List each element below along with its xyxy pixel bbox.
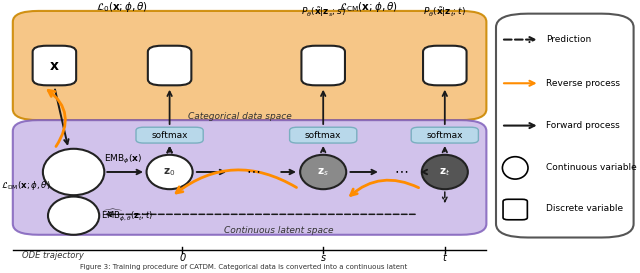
FancyBboxPatch shape bbox=[13, 120, 486, 235]
Text: $P_{\theta}(\tilde{\mathbf{x}}|\mathbf{z}_t;t)$: $P_{\theta}(\tilde{\mathbf{x}}|\mathbf{z… bbox=[423, 5, 467, 19]
Text: $\mathcal{L}_{\mathrm{CM}}(\mathbf{x};\phi,\theta)$: $\mathcal{L}_{\mathrm{CM}}(\mathbf{x};\p… bbox=[339, 0, 397, 14]
Text: Categorical data space: Categorical data space bbox=[188, 112, 292, 120]
Text: softmax: softmax bbox=[151, 131, 188, 140]
FancyBboxPatch shape bbox=[13, 11, 486, 120]
Text: $\mathbf{z}_s$: $\mathbf{z}_s$ bbox=[317, 166, 329, 178]
Text: Forward process: Forward process bbox=[546, 121, 620, 130]
Text: Prediction: Prediction bbox=[546, 35, 591, 44]
Text: softmax: softmax bbox=[305, 131, 342, 140]
FancyBboxPatch shape bbox=[503, 199, 527, 220]
Text: Reverse process: Reverse process bbox=[546, 79, 620, 88]
Text: $\mathcal{L}_0(\mathbf{x};\phi,\theta)$: $\mathcal{L}_0(\mathbf{x};\phi,\theta)$ bbox=[95, 0, 148, 14]
Ellipse shape bbox=[147, 155, 193, 189]
FancyBboxPatch shape bbox=[301, 46, 345, 85]
FancyBboxPatch shape bbox=[423, 46, 467, 85]
Text: $\widehat{\mathrm{EMB}}_{\phi,\theta}(\mathbf{z}_t;t)$: $\widehat{\mathrm{EMB}}_{\phi,\theta}(\m… bbox=[101, 208, 153, 224]
FancyBboxPatch shape bbox=[136, 127, 204, 143]
Text: EMB$_{\phi}(\mathbf{x})$: EMB$_{\phi}(\mathbf{x})$ bbox=[104, 153, 142, 166]
Ellipse shape bbox=[422, 155, 468, 189]
Text: $P_{\theta}(\tilde{\mathbf{x}}|\mathbf{z}_s;s)$: $P_{\theta}(\tilde{\mathbf{x}}|\mathbf{z… bbox=[301, 5, 346, 19]
Text: ODE trajectory: ODE trajectory bbox=[22, 251, 84, 260]
Text: $\cdots$: $\cdots$ bbox=[246, 163, 260, 177]
FancyBboxPatch shape bbox=[148, 46, 191, 85]
FancyBboxPatch shape bbox=[496, 14, 634, 238]
FancyBboxPatch shape bbox=[33, 46, 76, 85]
Text: $\mathbf{z}_0$: $\mathbf{z}_0$ bbox=[163, 166, 176, 178]
FancyBboxPatch shape bbox=[412, 127, 479, 143]
Text: $\mathbf{z}_t$: $\mathbf{z}_t$ bbox=[439, 166, 451, 178]
Text: $\mathcal{L}_{\mathrm{DM}}(\mathbf{x};\phi,\theta)$: $\mathcal{L}_{\mathrm{DM}}(\mathbf{x};\p… bbox=[1, 179, 51, 192]
Text: s: s bbox=[321, 253, 326, 263]
Text: t: t bbox=[443, 253, 447, 263]
Text: $\cdots$: $\cdots$ bbox=[394, 163, 408, 177]
Ellipse shape bbox=[300, 155, 346, 189]
Text: softmax: softmax bbox=[426, 131, 463, 140]
FancyBboxPatch shape bbox=[290, 127, 357, 143]
Text: Discrete variable: Discrete variable bbox=[546, 204, 623, 213]
Ellipse shape bbox=[43, 149, 104, 195]
Text: Continuous variable: Continuous variable bbox=[546, 164, 637, 172]
Text: Figure 3: Training procedure of CATDM. Categorical data is converted into a cont: Figure 3: Training procedure of CATDM. C… bbox=[79, 264, 407, 270]
Text: Continuous latent space: Continuous latent space bbox=[223, 226, 333, 235]
Text: $\mathbf{x}$: $\mathbf{x}$ bbox=[49, 58, 60, 73]
Ellipse shape bbox=[502, 157, 528, 179]
Ellipse shape bbox=[48, 197, 99, 235]
Text: 0: 0 bbox=[179, 253, 186, 263]
